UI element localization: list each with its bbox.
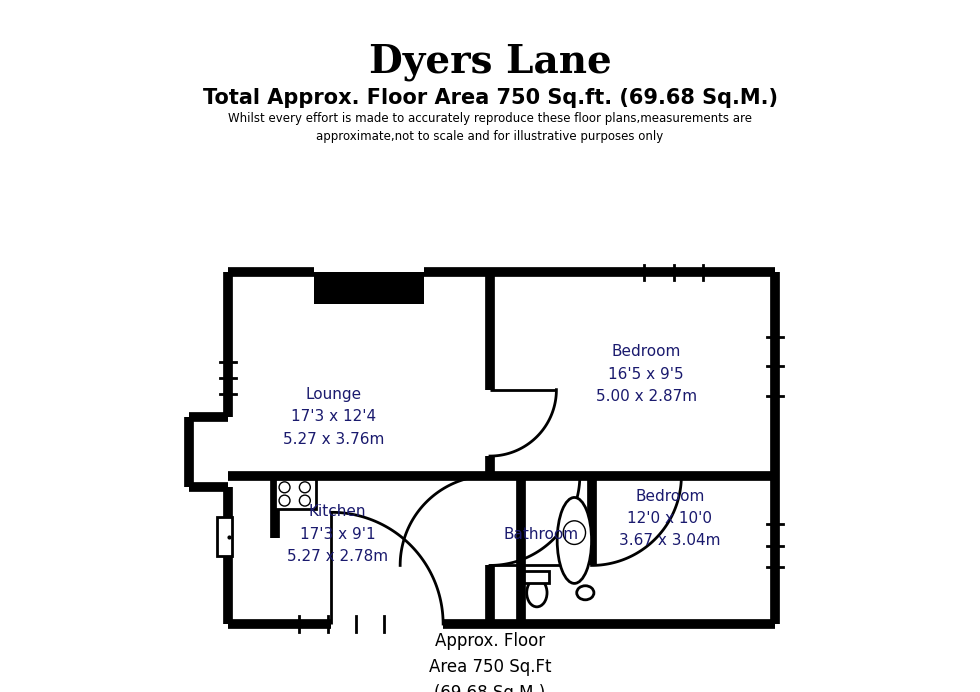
Bar <box>217 517 232 556</box>
Bar <box>524 571 550 583</box>
Circle shape <box>279 482 290 493</box>
Text: Bathroom: Bathroom <box>503 527 578 542</box>
Ellipse shape <box>576 585 594 600</box>
Ellipse shape <box>558 498 592 583</box>
Circle shape <box>279 495 290 506</box>
Text: Bedroom
12'0 x 10'0
3.67 x 3.04m: Bedroom 12'0 x 10'0 3.67 x 3.04m <box>619 489 720 548</box>
Circle shape <box>299 495 311 506</box>
Text: Approx. Floor
Area 750 Sq.Ft
(69.68 Sq.M.): Approx. Floor Area 750 Sq.Ft (69.68 Sq.M… <box>429 632 551 692</box>
Bar <box>275 480 316 509</box>
Text: Bedroom
16'5 x 9'5
5.00 x 2.87m: Bedroom 16'5 x 9'5 5.00 x 2.87m <box>596 345 697 403</box>
Text: Whilst every effort is made to accurately reproduce these floor plans,measuremen: Whilst every effort is made to accuratel… <box>228 112 752 143</box>
Text: Lounge
17'3 x 12'4
5.27 x 3.76m: Lounge 17'3 x 12'4 5.27 x 3.76m <box>283 388 384 447</box>
Bar <box>315 273 423 304</box>
Circle shape <box>299 482 311 493</box>
Ellipse shape <box>526 579 547 607</box>
Ellipse shape <box>564 521 585 545</box>
Text: Kitchen
17'3 x 9'1
5.27 x 2.78m: Kitchen 17'3 x 9'1 5.27 x 2.78m <box>287 504 388 564</box>
Text: Total Approx. Floor Area 750 Sq.ft. (69.68 Sq.M.): Total Approx. Floor Area 750 Sq.ft. (69.… <box>203 89 777 108</box>
Text: Dyers Lane: Dyers Lane <box>368 42 612 80</box>
